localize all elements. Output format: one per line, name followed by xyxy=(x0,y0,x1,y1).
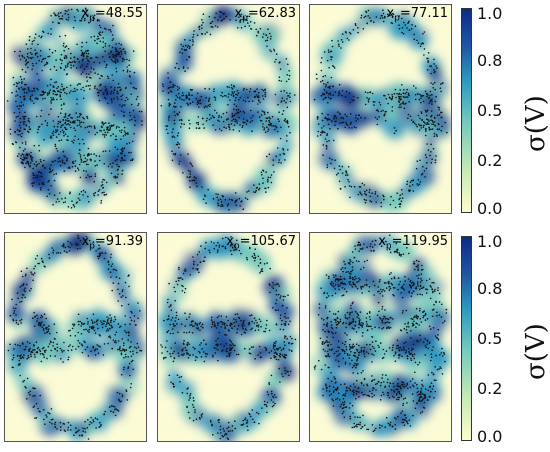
field-map xyxy=(6,5,146,211)
colorbar-label: σ(V) xyxy=(521,323,550,380)
panel-label: xp=62.83 xyxy=(234,6,296,24)
field-panel-4: xp=91.39 xyxy=(4,232,147,442)
field-map xyxy=(158,5,299,213)
colorbar-tick: 1.0 xyxy=(477,4,503,23)
colorbar-tick: 1.0 xyxy=(477,232,503,251)
colorbar-bottom xyxy=(461,236,472,441)
field-map xyxy=(158,234,298,441)
colorbar-tick: 0.5 xyxy=(477,329,503,348)
field-panel-3: xp=77.11 xyxy=(309,4,452,214)
colorbar-tick: 0.2 xyxy=(477,379,503,398)
colorbar-tick: 0.0 xyxy=(477,427,503,446)
field-panel-1: xp=48.55 xyxy=(4,4,147,214)
field-map xyxy=(5,233,146,441)
panel-label: xp=77.11 xyxy=(386,6,448,24)
colorbar-tick: 0.0 xyxy=(477,199,503,218)
colorbar-label: σ(V) xyxy=(521,95,550,152)
field-panel-5: xp=105.67 xyxy=(157,232,300,442)
panel-label: xp=48.55 xyxy=(81,6,143,24)
colorbar-tick: 0.8 xyxy=(477,279,503,298)
field-panel-6: xp=119.95 xyxy=(309,232,452,442)
field-map xyxy=(310,233,451,438)
panel-label: xp=91.39 xyxy=(81,234,143,252)
field-panel-2: xp=62.83 xyxy=(157,4,300,214)
colorbar-tick: 0.8 xyxy=(477,51,503,70)
colorbar-tick: 0.2 xyxy=(477,151,503,170)
colorbar-top xyxy=(461,8,472,213)
colorbar-tick: 0.5 xyxy=(477,101,503,120)
field-map xyxy=(310,5,451,213)
panel-label: xp=105.67 xyxy=(226,234,296,252)
panel-label: xp=119.95 xyxy=(378,234,448,252)
